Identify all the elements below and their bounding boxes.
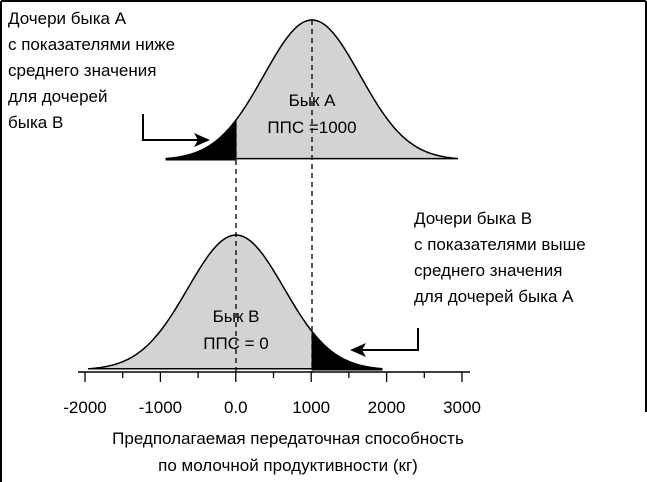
curve-label: Бык В bbox=[213, 307, 260, 326]
annotation: Дочери быка А bbox=[8, 9, 127, 28]
texts: -2000 -1000 0.0 1000 2000 3000 Дочери быка А с … bbox=[8, 9, 586, 475]
arrowheads bbox=[194, 133, 366, 357]
arrows bbox=[142, 114, 419, 351]
tick-label: -1000 bbox=[139, 398, 182, 417]
tail bbox=[165, 118, 237, 161]
annotation: среднего значения bbox=[414, 261, 562, 280]
tick-label: 3000 bbox=[443, 398, 481, 417]
axis-title: Предполагаемая передаточная способность bbox=[112, 429, 464, 448]
tick-label: -2000 bbox=[63, 398, 106, 417]
annotation: с показателями выше bbox=[414, 235, 586, 254]
tick-label: 2000 bbox=[368, 398, 406, 417]
tail bbox=[311, 330, 383, 371]
tick-label: 0.0 bbox=[224, 398, 248, 417]
curves bbox=[87, 19, 459, 371]
tick-label: 1000 bbox=[292, 398, 330, 417]
curve-label: Бык А bbox=[289, 91, 337, 110]
annotation: среднего значения bbox=[8, 61, 156, 80]
annotation: с показателями ниже bbox=[8, 35, 175, 54]
annotation: быка В bbox=[8, 113, 63, 132]
annotation: для дочерей bbox=[8, 87, 108, 106]
curve-label: ППС =1000 bbox=[267, 118, 356, 137]
dashed-lines bbox=[235, 20, 313, 372]
ticks bbox=[84, 372, 463, 382]
curve-label: ППС = 0 bbox=[203, 334, 269, 353]
annotation: для дочерей быка А bbox=[414, 287, 574, 306]
annotation: Дочери быка В bbox=[414, 209, 532, 228]
axis-title: по молочной продуктивности (кг) bbox=[158, 456, 418, 475]
